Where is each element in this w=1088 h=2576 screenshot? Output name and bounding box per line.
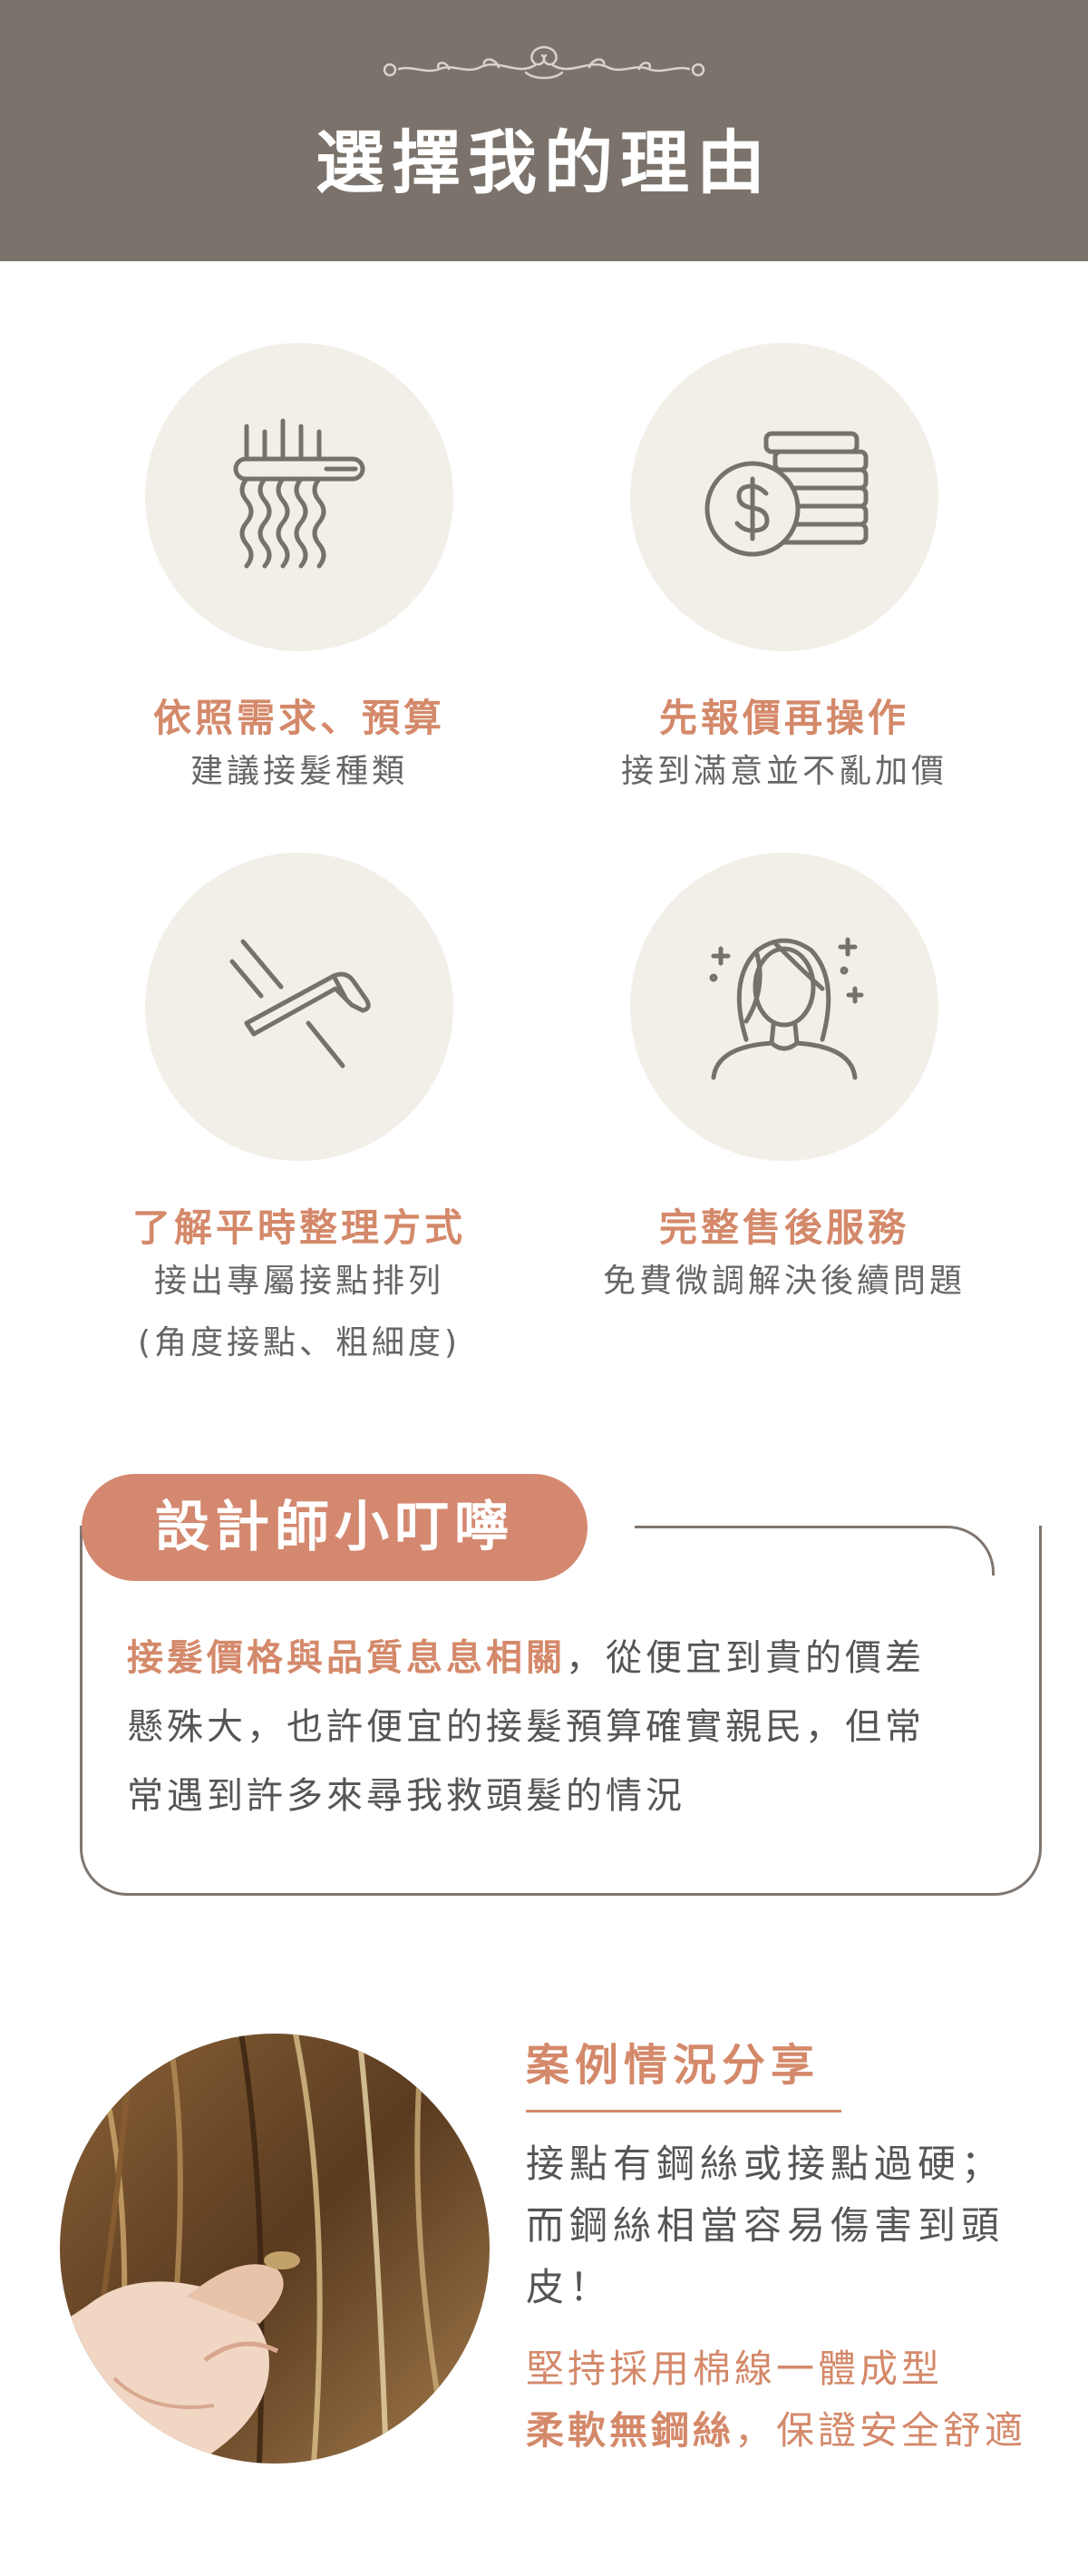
feature-icon-circle <box>630 853 938 1161</box>
tip-line: 常遇到許多來尋我救頭髮的情況 <box>127 1775 685 1817</box>
header-banner: 選擇我的理由 <box>0 0 1088 261</box>
tip-card <box>80 1526 1042 1896</box>
case-text-line: 接點有鋼絲或接點過硬； <box>526 2142 1005 2186</box>
case-accent-text: 堅持採用棉線一體成型 柔軟無鋼絲，保證安全舒適 <box>526 2338 1070 2462</box>
case-text-line: 而鋼絲相當容易傷害到頭 <box>526 2203 1005 2248</box>
page-title: 選擇我的理由 <box>316 122 772 203</box>
feature-desc: 接到滿意並不亂加價 <box>620 753 947 790</box>
feature-icon-circle <box>145 853 453 1161</box>
tip-highlight: 接髮價格與品質息息相關 <box>127 1637 566 1679</box>
feature-title: 了解平時整理方式 <box>131 1205 466 1250</box>
flat-iron-icon <box>229 939 371 1068</box>
feature-desc: 建議接髮種類 <box>189 753 408 790</box>
case-accent-bold: 柔軟無鋼絲 <box>526 2408 735 2453</box>
case-accent-rest: ，保證安全舒適 <box>734 2408 1027 2453</box>
tip-line: 懸殊大，也許便宜的接髮預算確實親民，但常 <box>127 1706 925 1748</box>
case-accent-line: 柔軟無鋼絲，保證安全舒適 <box>526 2400 1070 2462</box>
case-photo <box>60 2034 490 2464</box>
tip-line: 接髮價格與品質息息相關，從便宜到貴的價差 <box>127 1624 997 1693</box>
tip-card-top-border <box>635 1526 995 1576</box>
feature-desc: (角度接點、粗細度) <box>137 1324 461 1361</box>
tip-text: 接髮價格與品質息息相關，從便宜到貴的價差 懸殊大，也許便宜的接髮預算確實親民，但… <box>127 1624 997 1830</box>
feature-title: 先報價再操作 <box>658 696 909 740</box>
tip-line-text: ，從便宜到貴的價差 <box>566 1637 925 1679</box>
tip-label-badge: 設計師小叮嚀 <box>82 1474 588 1581</box>
case-text: 接點有鋼絲或接點過硬； 而鋼絲相當容易傷害到頭 皮！ <box>526 2133 1061 2318</box>
case-text-line: 皮！ <box>526 2265 614 2309</box>
case-title: 案例情況分享 <box>526 2040 821 2091</box>
woman-sparkle-icon <box>709 937 864 1080</box>
hair-photo-image <box>60 2034 490 2464</box>
feature-title: 完整售後服務 <box>658 1205 909 1250</box>
feature-title: 依照需求、預算 <box>152 696 445 740</box>
feature-icon-circle <box>630 343 938 651</box>
feature-icon-circle <box>145 343 453 651</box>
case-title-underline <box>526 2110 841 2113</box>
hair-extension-clip-icon <box>233 418 365 569</box>
feature-desc: 接出專屬接點排列 <box>153 1263 444 1300</box>
case-accent-line: 堅持採用棉線一體成型 <box>526 2347 944 2391</box>
coins-money-icon <box>704 431 869 557</box>
flourish-ornament-icon <box>383 45 705 80</box>
feature-desc: 免費微調解決後續問題 <box>602 1263 966 1300</box>
